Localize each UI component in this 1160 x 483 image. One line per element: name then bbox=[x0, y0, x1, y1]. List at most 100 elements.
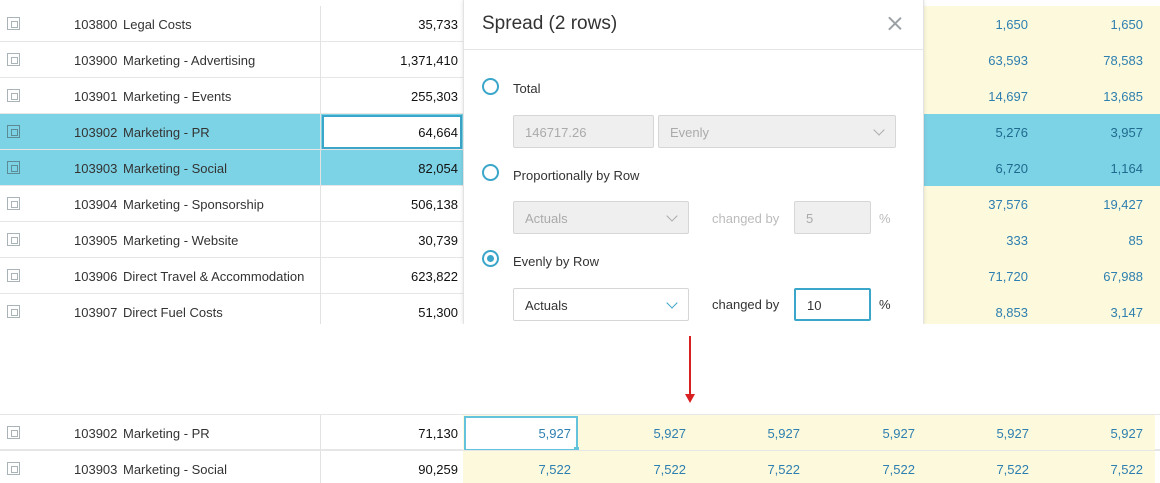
month-cell[interactable]: 8,853 bbox=[995, 305, 1028, 320]
row-total-cell[interactable]: 1,371,410 bbox=[400, 53, 458, 68]
month-cell[interactable]: 7,522 bbox=[1110, 462, 1143, 477]
radio-total[interactable] bbox=[482, 78, 499, 95]
month-cell[interactable]: 3,147 bbox=[1110, 305, 1143, 320]
total-method-select[interactable]: Evenly bbox=[658, 115, 896, 148]
month-cell[interactable]: 7,522 bbox=[653, 462, 686, 477]
account-code: 103901 bbox=[74, 89, 118, 104]
row-expand-icon[interactable] bbox=[7, 426, 20, 439]
radio-proportional[interactable] bbox=[482, 164, 499, 181]
month-cell[interactable]: 85 bbox=[1128, 233, 1143, 248]
row-expand-icon[interactable] bbox=[7, 53, 20, 66]
month-cell[interactable]: 63,593 bbox=[988, 53, 1028, 68]
account-name: Marketing - Events bbox=[123, 89, 232, 104]
month-cell[interactable]: 5,927 bbox=[653, 426, 686, 441]
row-total-cell[interactable]: 64,664 bbox=[418, 125, 458, 140]
month-cell[interactable]: 7,522 bbox=[767, 462, 800, 477]
account-name: Legal Costs bbox=[123, 17, 192, 32]
row-total-cell[interactable]: 82,054 bbox=[418, 161, 458, 176]
row-total-cell[interactable]: 255,303 bbox=[411, 89, 458, 104]
row-expand-icon[interactable] bbox=[7, 269, 20, 282]
proportional-percent-input[interactable]: 5 bbox=[794, 201, 871, 234]
month-cell[interactable]: 5,276 bbox=[995, 125, 1028, 140]
row-expand-icon[interactable] bbox=[7, 161, 20, 174]
row-expand-icon[interactable] bbox=[7, 197, 20, 210]
proportional-percent-value: 5 bbox=[806, 211, 814, 226]
percent-sign: % bbox=[879, 297, 891, 312]
row-total-cell[interactable]: 623,822 bbox=[411, 269, 458, 284]
table-row-selected[interactable]: 103903 Marketing - Social 82,054 6,720 1… bbox=[0, 150, 1160, 186]
proportional-basis-value: Actuals bbox=[525, 211, 568, 226]
month-cell[interactable]: 78,583 bbox=[1103, 53, 1143, 68]
month-cell[interactable]: 5,927 bbox=[538, 426, 571, 441]
active-cell-border bbox=[322, 115, 462, 149]
evenly-changed-by-label: changed by bbox=[712, 297, 780, 312]
month-cell[interactable]: 13,685 bbox=[1103, 89, 1143, 104]
total-amount-input[interactable]: 146717.26 bbox=[513, 115, 654, 148]
close-icon[interactable] bbox=[885, 14, 905, 34]
month-cell[interactable]: 37,576 bbox=[988, 197, 1028, 212]
column-divider bbox=[320, 451, 321, 483]
column-divider bbox=[320, 42, 321, 78]
evenly-percent-input[interactable]: 10 bbox=[794, 288, 871, 321]
account-name: Marketing - PR bbox=[123, 426, 210, 441]
month-cell[interactable]: 5,927 bbox=[767, 426, 800, 441]
option-evenly-label: Evenly by Row bbox=[513, 254, 599, 269]
month-cell[interactable]: 1,650 bbox=[995, 17, 1028, 32]
proportional-changed-by-label: changed by bbox=[712, 211, 780, 226]
month-cell[interactable]: 71,720 bbox=[988, 269, 1028, 284]
month-cell[interactable]: 5,927 bbox=[1110, 426, 1143, 441]
option-total-label: Total bbox=[513, 81, 541, 96]
table-row[interactable]: 103800 Legal Costs 35,733 1,650 1,650 bbox=[0, 6, 1160, 42]
account-code: 103905 bbox=[74, 233, 118, 248]
month-cell[interactable]: 1,650 bbox=[1110, 17, 1143, 32]
row-total-cell[interactable]: 506,138 bbox=[411, 197, 458, 212]
down-arrow-icon bbox=[689, 336, 691, 396]
account-code: 103906 bbox=[74, 269, 118, 284]
row-total-cell[interactable]: 35,733 bbox=[418, 17, 458, 32]
month-cell[interactable]: 5,927 bbox=[996, 426, 1029, 441]
row-total-cell[interactable]: 51,300 bbox=[418, 305, 458, 320]
row-expand-icon[interactable] bbox=[7, 125, 20, 138]
row-expand-icon[interactable] bbox=[7, 462, 20, 475]
table-row[interactable]: 103907 Direct Fuel Costs 51,300 8,853 3,… bbox=[0, 294, 1160, 324]
forecast-bg bbox=[924, 258, 1160, 294]
account-name: Marketing - Social bbox=[123, 462, 228, 477]
account-code: 103800 bbox=[74, 17, 118, 32]
month-cell[interactable]: 14,697 bbox=[988, 89, 1028, 104]
forecast-bg bbox=[924, 42, 1160, 78]
budget-grid-after: 103902 Marketing - PR 71,130 5,927 5,927… bbox=[0, 414, 1160, 483]
account-code: 103902 bbox=[74, 426, 118, 441]
row-expand-icon[interactable] bbox=[7, 89, 20, 102]
month-cell[interactable]: 1,164 bbox=[1110, 161, 1143, 176]
row-expand-icon[interactable] bbox=[7, 305, 20, 318]
month-cell[interactable]: 7,522 bbox=[882, 462, 915, 477]
month-cell[interactable]: 7,522 bbox=[538, 462, 571, 477]
month-cell[interactable]: 5,927 bbox=[882, 426, 915, 441]
table-row[interactable]: 103903 Marketing - Social 90,259 7,522 7… bbox=[0, 450, 1160, 483]
row-total-cell[interactable]: 71,130 bbox=[418, 426, 458, 441]
account-name: Marketing - PR bbox=[123, 125, 210, 140]
month-cell[interactable]: 19,427 bbox=[1103, 197, 1143, 212]
budget-grid-before: 103800 Legal Costs 35,733 1,650 1,650 10… bbox=[0, 0, 1160, 324]
spread-dialog: Spread (2 rows) Total 146717.26 Evenly P… bbox=[463, 0, 924, 324]
fill-handle[interactable] bbox=[574, 447, 579, 452]
row-expand-icon[interactable] bbox=[7, 233, 20, 246]
dialog-title: Spread (2 rows) bbox=[482, 13, 618, 34]
account-name: Marketing - Sponsorship bbox=[123, 197, 264, 212]
month-cell[interactable]: 6,720 bbox=[995, 161, 1028, 176]
proportional-basis-select[interactable]: Actuals bbox=[513, 201, 689, 234]
option-proportional-label: Proportionally by Row bbox=[513, 168, 640, 183]
evenly-basis-select[interactable]: Actuals bbox=[513, 288, 689, 321]
month-cell[interactable]: 3,957 bbox=[1110, 125, 1143, 140]
month-cell[interactable]: 333 bbox=[1006, 233, 1028, 248]
row-expand-icon[interactable] bbox=[7, 17, 20, 30]
month-cell[interactable]: 7,522 bbox=[996, 462, 1029, 477]
radio-evenly-selected[interactable] bbox=[482, 250, 499, 267]
row-total-cell[interactable]: 90,259 bbox=[418, 462, 458, 477]
account-code: 103900 bbox=[74, 53, 118, 68]
arrow-head-icon bbox=[685, 394, 695, 403]
table-row[interactable]: 103902 Marketing - PR 71,130 5,927 5,927… bbox=[0, 414, 1160, 452]
row-total-cell[interactable]: 30,739 bbox=[418, 233, 458, 248]
month-cell[interactable]: 67,988 bbox=[1103, 269, 1143, 284]
forecast-bg bbox=[463, 451, 1155, 483]
